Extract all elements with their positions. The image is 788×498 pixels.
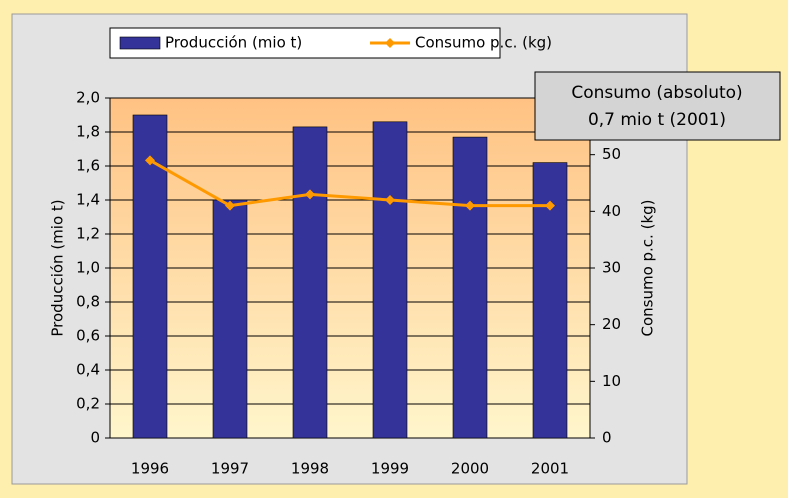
bar (212, 199, 248, 439)
y2-tick-label: 0 (602, 429, 612, 447)
y2-axis-label: Consumo p.c. (kg) (639, 199, 657, 336)
y-tick-label: 1,8 (76, 123, 100, 141)
y-tick-label: 2,0 (76, 89, 100, 107)
y2-tick-label: 50 (602, 145, 621, 163)
legend-label: Producción (mio t) (165, 34, 302, 52)
bar (372, 121, 408, 439)
legend-swatch (119, 36, 161, 50)
marker (385, 195, 395, 205)
y-tick-label: 0,8 (76, 293, 100, 311)
legend-label: Consumo p.c. (kg) (415, 34, 552, 52)
marker (225, 200, 235, 211)
x-tick-label: 1996 (131, 460, 169, 478)
legend (109, 27, 501, 59)
y2-tick-label: 20 (602, 315, 621, 333)
annotation-text: 0,7 mio t (2001) (588, 110, 726, 130)
legend-marker (385, 38, 395, 48)
y-tick-label: 1,4 (76, 191, 100, 209)
y-tick-label: 0,4 (76, 361, 100, 379)
annotation-text: Consumo (absoluto) (571, 83, 742, 103)
x-tick-label: 2001 (531, 460, 569, 478)
y2-tick-label: 30 (602, 259, 621, 277)
x-tick-label: 2000 (451, 460, 489, 478)
bar (132, 114, 168, 439)
x-tick-label: 1997 (211, 460, 249, 478)
bar (452, 136, 488, 439)
y2-tick-label: 10 (602, 372, 621, 390)
annotation-box (534, 71, 781, 141)
y-tick-label: 0,6 (76, 327, 100, 345)
bar (292, 126, 328, 439)
x-tick-label: 1998 (291, 460, 329, 478)
marker (465, 200, 475, 211)
marker (305, 189, 315, 200)
line (149, 159, 550, 208)
y-tick-label: 1,6 (76, 157, 100, 175)
y-tick-label: 1,0 (76, 259, 100, 277)
marker (545, 200, 555, 211)
y-tick-label: 0 (90, 429, 100, 447)
y2-tick-label: 40 (602, 202, 621, 220)
y-tick-label: 1,2 (76, 225, 100, 243)
x-tick-label: 1999 (371, 460, 409, 478)
y-axis-label: Producción (mio t) (49, 199, 67, 336)
marker (145, 155, 155, 166)
y-tick-label: 0,2 (76, 395, 100, 413)
